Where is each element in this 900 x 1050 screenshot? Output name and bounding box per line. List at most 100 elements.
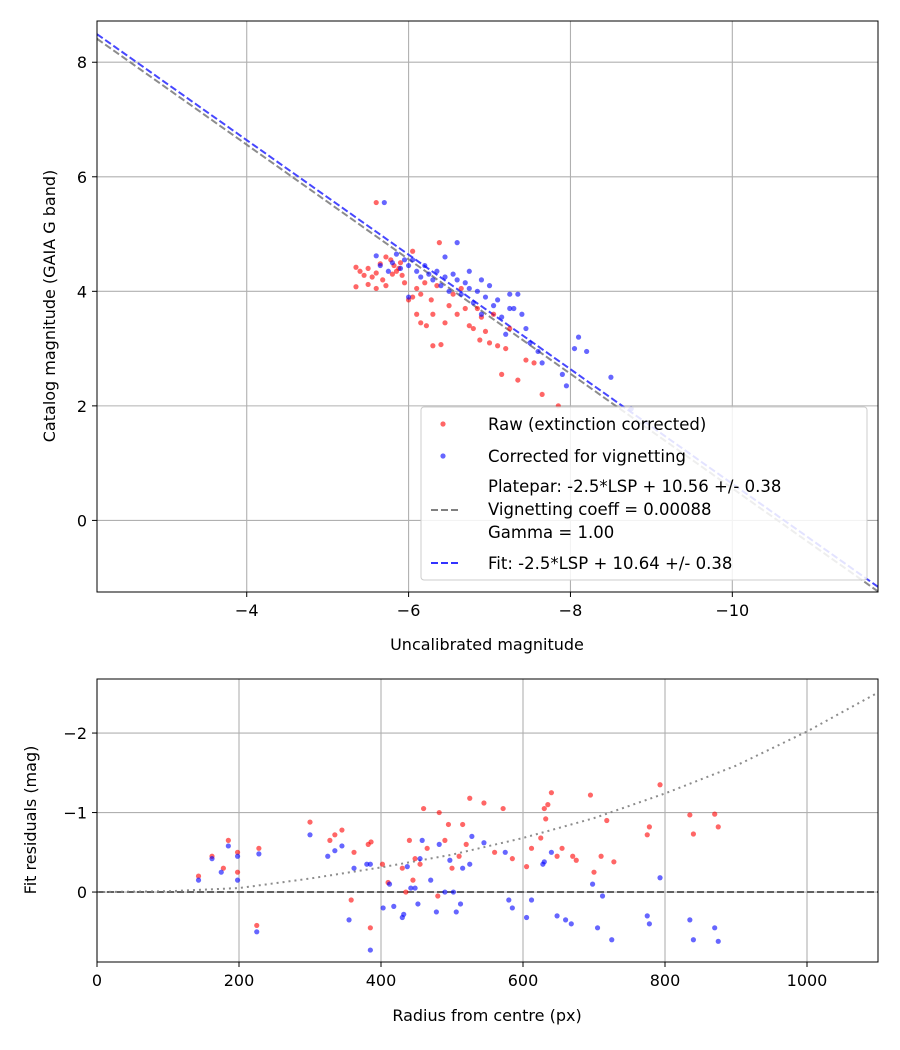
top-data-point — [373, 285, 379, 292]
bottom-data-point — [657, 875, 663, 881]
legend-corrected-label: Corrected for vignetting — [488, 447, 686, 466]
top-data-point — [410, 248, 416, 254]
top-data-point — [458, 285, 464, 292]
bottom-data-point — [428, 877, 434, 883]
bottom-data-point — [254, 929, 260, 935]
bottom-data-point — [399, 865, 405, 871]
top-data-point — [442, 254, 448, 260]
bottom-data-point — [690, 831, 697, 837]
top-data-point — [385, 268, 391, 274]
top-data-point — [380, 277, 386, 283]
bottom-data-point — [433, 909, 439, 915]
top-data-point — [474, 305, 480, 312]
top-y-tick-label: 0 — [77, 511, 87, 530]
top-plot-frame — [96, 20, 879, 593]
bottom-data-point — [492, 849, 498, 855]
bottom-data-point — [225, 843, 231, 849]
bottom-x-tick-label: 600 — [508, 971, 539, 990]
top-data-point — [418, 320, 424, 326]
bottom-data-point — [367, 861, 373, 867]
top-data-point — [414, 285, 420, 292]
top-data-point — [486, 283, 493, 289]
top-data-point — [410, 294, 416, 300]
bottom-data-point — [548, 790, 555, 796]
bottom-data-point — [453, 909, 459, 915]
bottom-data-point — [481, 800, 487, 806]
top-data-point — [503, 345, 509, 352]
bottom-data-point — [500, 805, 506, 812]
bottom-data-point — [351, 865, 357, 871]
top-x-tick-label: −8 — [559, 601, 583, 620]
bottom-data-point — [225, 837, 231, 843]
top-data-point — [430, 277, 436, 283]
bottom-data-point — [417, 861, 423, 867]
top-data-point — [422, 280, 428, 286]
bottom-data-point — [256, 845, 262, 851]
top-data-point — [373, 253, 379, 259]
top-y-tick-label: 8 — [77, 53, 87, 72]
top-data-point — [414, 268, 420, 274]
top-data-point — [442, 320, 448, 326]
top-data-point — [462, 280, 468, 286]
bottom-data-point — [570, 853, 576, 859]
top-data-point — [389, 260, 395, 266]
top-data-point — [430, 343, 436, 349]
top-data-point — [486, 340, 493, 346]
bottom-data-point — [368, 839, 374, 845]
bottom-data-point — [412, 885, 418, 891]
residuals-chart: 0 200 400 600 800 1000 0 −1 −2 Radius from cent… — [21, 678, 879, 1025]
bottom-data-point — [506, 897, 512, 903]
bottom-y-tick-label: −2 — [63, 724, 87, 743]
bottom-data-point — [523, 914, 530, 921]
top-data-point — [450, 291, 456, 297]
bottom-data-point — [541, 805, 547, 812]
top-data-point — [454, 311, 460, 317]
top-y-tick-label: 2 — [77, 397, 87, 416]
top-data-point — [575, 334, 582, 340]
bottom-data-point — [403, 889, 409, 895]
bottom-data-point — [528, 845, 535, 851]
bottom-data-point — [307, 832, 313, 838]
bottom-data-point — [220, 865, 226, 871]
bottom-x-ticks: 0 200 400 600 800 1000 — [92, 962, 827, 990]
bottom-data-point — [456, 853, 462, 859]
bottom-data-point — [332, 848, 338, 854]
top-data-point — [410, 257, 416, 263]
bottom-data-point — [715, 824, 721, 830]
top-data-point — [414, 311, 420, 317]
top-data-point — [503, 331, 509, 337]
bottom-data-point — [412, 856, 418, 862]
top-data-point — [482, 294, 489, 300]
bottom-points — [195, 782, 721, 953]
top-data-point — [373, 270, 379, 276]
top-data-point — [523, 325, 529, 332]
bottom-data-point — [391, 903, 397, 909]
bottom-data-point — [687, 812, 693, 818]
top-data-point — [490, 303, 497, 309]
top-data-point — [418, 291, 424, 297]
top-data-point — [474, 288, 480, 294]
bottom-data-point — [445, 821, 452, 828]
bottom-data-point — [554, 853, 560, 859]
top-data-point — [446, 303, 452, 309]
bottom-data-point — [327, 837, 333, 843]
top-data-point — [535, 348, 541, 355]
bottom-data-point — [609, 937, 615, 943]
legend-gamma-label: Gamma = 1.00 — [488, 523, 614, 542]
top-y-ticks: 0 2 4 6 8 — [77, 53, 97, 530]
top-data-point — [353, 264, 359, 270]
top-data-point — [438, 283, 444, 289]
top-data-point — [466, 323, 472, 329]
top-data-point — [499, 371, 505, 377]
top-data-point — [523, 357, 529, 363]
bottom-data-point — [447, 857, 453, 863]
top-data-point — [515, 377, 521, 383]
legend-vignetting-label: Vignetting coeff = 0.00088 — [488, 500, 712, 519]
bottom-data-point — [568, 921, 574, 927]
top-data-point — [478, 277, 485, 283]
top-data-point — [436, 240, 442, 246]
legend-box — [420, 406, 868, 581]
bottom-data-point — [509, 905, 515, 911]
legend-raw-label: Raw (extinction corrected) — [488, 415, 706, 434]
